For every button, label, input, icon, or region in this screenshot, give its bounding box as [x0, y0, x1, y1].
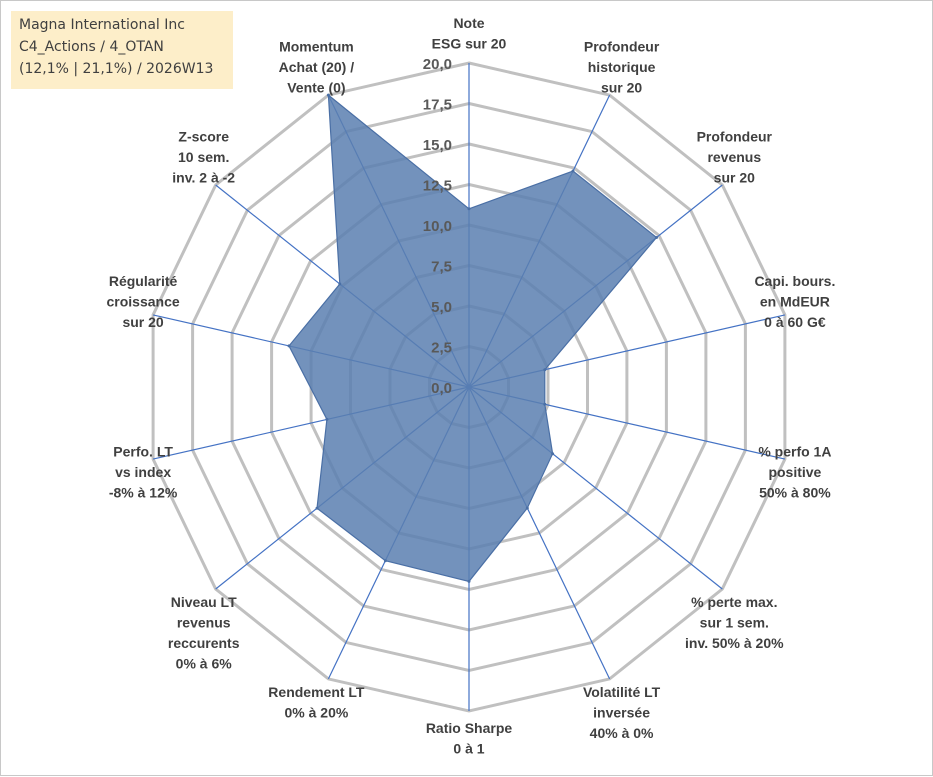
category-label-line: sur 20	[601, 80, 642, 96]
category-label-line: sur 20	[714, 170, 755, 186]
category-label-line: Vente (0)	[287, 80, 345, 96]
category-label-line: 50% à 80%	[759, 484, 831, 500]
title-line-stats: (12,1% | 21,1%) / 2026W13	[19, 61, 214, 77]
category-label-10: Niveau LT revenus reccurents 0% à 6%	[168, 594, 240, 672]
category-label-2: Profondeur historique sur 20	[584, 39, 660, 96]
category-label-line: Niveau LT	[171, 594, 237, 610]
category-label-line: revenus	[707, 149, 761, 165]
category-label-line: Z-score	[178, 129, 229, 145]
category-label-9: Rendement LT 0% à 20%	[268, 684, 365, 721]
data-point-6	[551, 452, 555, 456]
data-point-14	[326, 93, 330, 97]
category-label-line: 40% à 0%	[590, 725, 654, 741]
data-point-4	[543, 368, 547, 372]
category-label-line: 0% à 20%	[284, 704, 348, 720]
category-label-5: % perfo 1A positive 50% à 80%	[758, 443, 831, 500]
title-line-category: C4_Actions / 4_OTAN	[19, 39, 164, 55]
category-label-line: croissance	[107, 294, 180, 310]
category-label-7: Volatilité LT inversée 40% à 0%	[583, 684, 661, 741]
title-line-company: Magna International Inc	[19, 17, 185, 33]
radar-series	[287, 93, 658, 583]
category-label-line: Note	[453, 15, 484, 31]
category-label-13: Z-score 10 sem. inv. 2 à -2	[172, 129, 235, 186]
category-label-line: reccurents	[168, 635, 240, 651]
category-label-line: 0% à 6%	[176, 656, 233, 672]
category-label-line: Régularité	[109, 273, 178, 289]
data-point-1	[467, 207, 471, 211]
category-label-line: Profondeur	[697, 129, 773, 145]
category-label-line: inv. 50% à 20%	[685, 635, 784, 651]
category-label-line: ESG sur 20	[432, 36, 507, 52]
category-label-4: Capi. bours. en MdEUR 0 à 60 G€	[754, 273, 835, 330]
data-point-13	[338, 282, 342, 286]
category-label-line: vs index	[115, 464, 171, 480]
category-label-line: -8% à 12%	[109, 484, 178, 500]
data-point-7	[525, 506, 529, 510]
category-labels: Note ESG sur 20 Profondeur historique sur 20…	[107, 15, 836, 757]
category-label-line: % perfo 1A	[758, 443, 831, 459]
category-label-3: Profondeur revenus sur 20	[697, 129, 773, 186]
category-label-line: % perte max.	[691, 594, 777, 610]
category-label-1: Note ESG sur 20	[432, 15, 507, 52]
data-point-5	[543, 402, 547, 406]
category-label-line: Momentum	[279, 39, 354, 55]
category-label-6: % perte max. sur 1 sem. inv. 50% à 20%	[685, 594, 784, 651]
tick-label: 10,0	[423, 218, 452, 235]
category-label-line: Capi. bours.	[754, 273, 835, 289]
tick-label: 0,0	[431, 380, 452, 397]
category-label-line: inversée	[593, 704, 650, 720]
tick-label: 20,0	[423, 56, 452, 73]
category-label-12: Régularité croissance sur 20	[107, 273, 180, 330]
category-label-line: historique	[588, 59, 656, 75]
category-label-line: Achat (20) /	[279, 59, 355, 75]
radial-tick-labels: 0,0 2,5 5,0 7,5 10,0 12,5 15,0 17,5 20,0	[423, 56, 452, 397]
category-label-line: Perfo. LT	[113, 443, 173, 459]
title-box: Magna International Inc C4_Actions / 4_O…	[11, 11, 233, 89]
category-label-line: revenus	[177, 615, 231, 631]
data-point-12	[287, 344, 291, 348]
tick-label: 5,0	[431, 299, 452, 316]
tick-label: 17,5	[423, 97, 452, 114]
category-label-line: 10 sem.	[178, 149, 229, 165]
category-label-line: Volatilité LT	[583, 684, 661, 700]
category-label-line: positive	[768, 464, 821, 480]
tick-label: 2,5	[431, 340, 452, 357]
data-point-10	[315, 506, 319, 510]
category-label-line: Ratio Sharpe	[426, 720, 513, 736]
data-point-8	[467, 579, 471, 583]
category-label-line: 0 à 60 G€	[764, 314, 826, 330]
category-label-11: Perfo. LT vs index -8% à 12%	[109, 443, 178, 500]
category-label-line: sur 20	[122, 314, 163, 330]
tick-label: 15,0	[423, 137, 452, 154]
category-label-line: sur 1 sem.	[700, 615, 769, 631]
data-point-3	[655, 236, 658, 239]
data-point-2	[571, 169, 575, 173]
category-label-line: Profondeur	[584, 39, 660, 55]
series-area	[288, 93, 658, 583]
category-label-line: en MdEUR	[760, 294, 830, 310]
data-point-11	[325, 417, 329, 421]
category-label-line: 0 à 1	[453, 741, 484, 757]
category-label-line: inv. 2 à -2	[172, 170, 235, 186]
category-label-line: Rendement LT	[268, 684, 365, 700]
category-label-14: Momentum Achat (20) / Vente (0)	[279, 39, 355, 96]
tick-label: 12,5	[423, 178, 452, 195]
data-point-9	[383, 559, 387, 563]
tick-label: 7,5	[431, 259, 452, 276]
category-label-8: Ratio Sharpe 0 à 1	[426, 720, 513, 757]
